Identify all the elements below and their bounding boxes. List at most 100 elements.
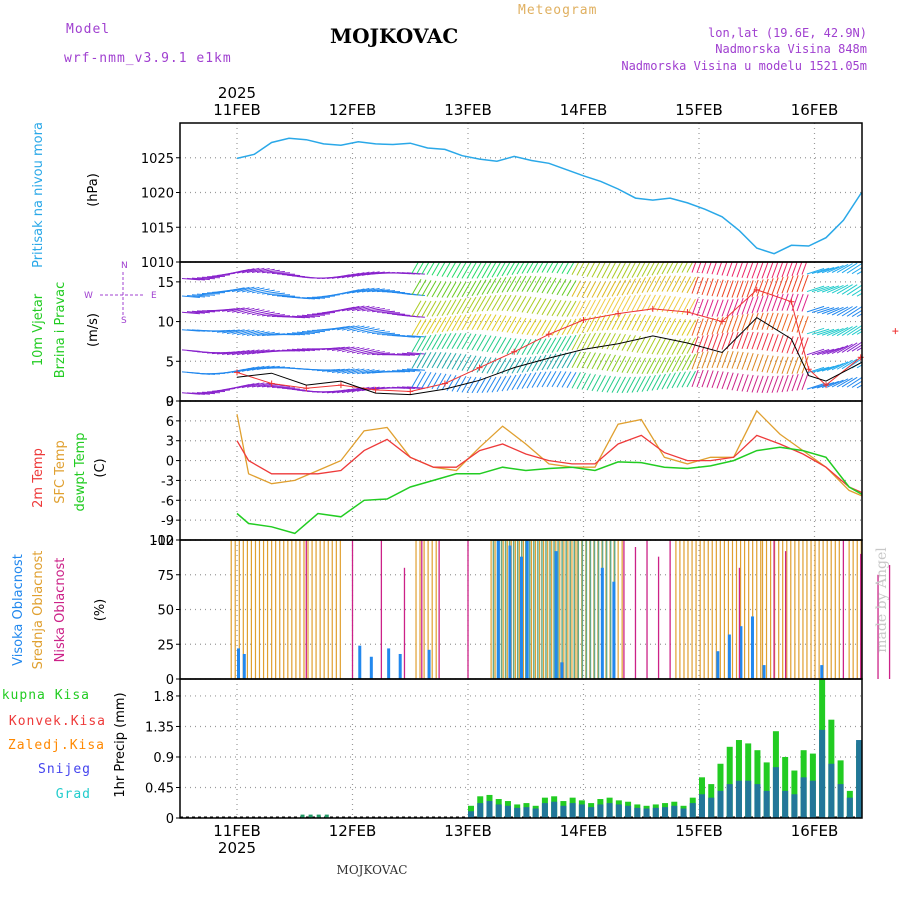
wind-barb (251, 310, 270, 316)
dewpoint-line (236, 446, 862, 535)
wind-barb (541, 319, 552, 336)
y-tick-label: 0 (166, 673, 174, 688)
precip-label-hail: Grad (56, 787, 91, 802)
wind-barb (656, 373, 666, 391)
snow-precip-bar (689, 803, 696, 818)
wind-barb (641, 357, 651, 375)
wind-barb (536, 298, 547, 315)
wind-barb (696, 298, 704, 317)
wind-barb (736, 298, 744, 316)
wind-barb (671, 371, 681, 389)
wind-barb (426, 372, 437, 389)
wind-barb (331, 368, 350, 373)
wind-barb (306, 330, 326, 333)
y-tick-label: -6 (161, 494, 174, 509)
wind-barb (386, 370, 406, 373)
wind-barb (651, 294, 661, 312)
mid-cloud-bar (254, 540, 261, 679)
wind-barb (811, 285, 830, 293)
wind-barb (546, 299, 557, 316)
wind-barb (541, 371, 552, 388)
precip-label-snow: Snijeg (38, 762, 91, 777)
wind-barb (341, 346, 360, 353)
wind-barb (576, 333, 586, 350)
wind-barb (856, 292, 862, 297)
wind-barb (621, 334, 631, 351)
wind-barb (611, 313, 621, 331)
wind-barb (436, 262, 446, 277)
wind-barb (241, 308, 260, 314)
y-tick-label: -9 (161, 514, 174, 529)
snow-precip-bar (828, 763, 835, 818)
wind-barb (531, 276, 542, 293)
wind-barb (371, 309, 390, 313)
wind-barb (586, 299, 596, 316)
wind-barb (756, 295, 764, 313)
wind-barb (531, 338, 542, 355)
wind-barb (556, 336, 567, 353)
high-cloud-bar (739, 626, 743, 679)
wind-barb (711, 279, 719, 297)
wind-barb (521, 262, 530, 274)
wind-barb (271, 315, 291, 317)
wind-barb (251, 382, 270, 388)
wind-barb (286, 349, 306, 352)
wind-barb (546, 262, 554, 273)
wind-barb (801, 294, 809, 312)
wind-barb (521, 275, 532, 292)
wind-barb (741, 280, 749, 298)
wind-barb (261, 332, 280, 337)
wind-barb (461, 314, 472, 331)
wind-barb (516, 275, 527, 292)
wind-barb (741, 331, 749, 349)
wind-barb (481, 314, 492, 331)
wind-barb (546, 371, 557, 388)
wind-barb (486, 357, 497, 374)
wind-barb (281, 333, 301, 336)
wind-barb (551, 278, 562, 295)
wind-barb (461, 297, 472, 314)
wind-barb (511, 262, 520, 275)
wind-barb (351, 305, 370, 312)
wind-barb (221, 350, 240, 355)
wind-barb (616, 313, 626, 330)
wind-barb (606, 376, 616, 393)
wind-barb (586, 332, 596, 350)
wind-barb (346, 305, 365, 312)
wind-barb (336, 306, 355, 312)
wind-barb (446, 299, 457, 316)
wind-barb (421, 318, 432, 335)
wind-barb (416, 262, 425, 274)
wind-barb (571, 300, 581, 317)
wind-barb (391, 370, 411, 373)
total-precip-bar (865, 787, 871, 818)
wind-barb (661, 262, 669, 275)
wind-barb (676, 319, 686, 336)
wind-barb (776, 262, 784, 278)
wind-barb (841, 262, 858, 274)
wind-barb (656, 262, 665, 275)
wind-barb (576, 300, 586, 317)
wind-barb (751, 262, 759, 279)
wind-barb (526, 275, 537, 292)
wind-barb (841, 358, 858, 370)
wind-barb (451, 315, 462, 332)
wind-barb (506, 276, 517, 293)
wind-barb (816, 348, 835, 356)
wind-barb (606, 354, 616, 371)
y-tick-label: 0.45 (145, 781, 174, 796)
snow-precip-bar (588, 807, 595, 818)
wind-barb (366, 351, 385, 355)
wind-barb (626, 356, 636, 374)
wind-barb (436, 316, 447, 333)
wind-barb (506, 357, 517, 374)
wind-barb (751, 375, 759, 393)
high-cloud-bar (358, 645, 362, 679)
wind-barb (561, 300, 572, 317)
wind-barb (571, 333, 581, 351)
day-label-bottom: 13FEB (444, 822, 491, 840)
wind-barb (356, 327, 375, 333)
wind-barb (451, 262, 462, 278)
wind-barb (816, 307, 835, 314)
wind-barb (321, 347, 340, 350)
